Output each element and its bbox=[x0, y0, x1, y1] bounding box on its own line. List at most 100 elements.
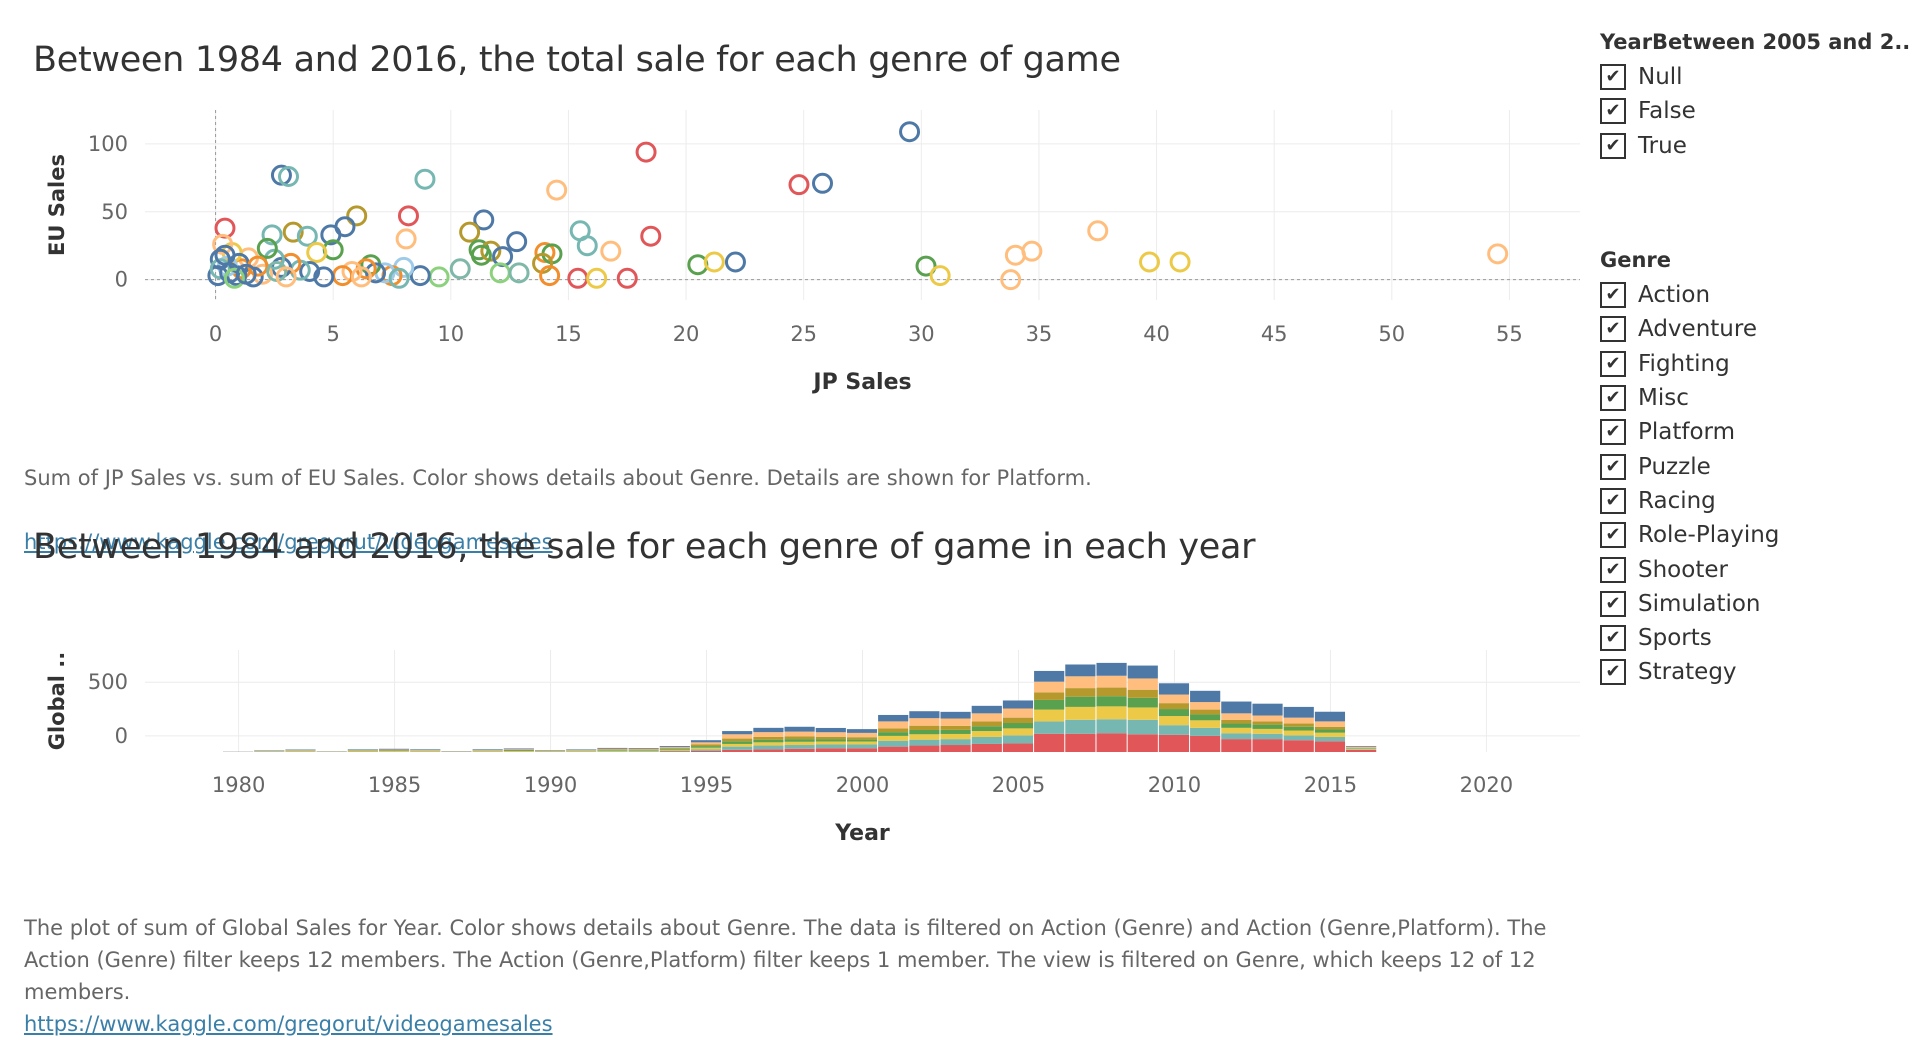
bar-segment bbox=[940, 739, 970, 745]
bar-segment bbox=[1221, 713, 1251, 719]
bar-segment bbox=[1315, 727, 1345, 730]
bar-segment bbox=[1096, 676, 1126, 688]
bar-segment bbox=[1065, 734, 1095, 752]
genre-filter-item[interactable]: ✔Fighting bbox=[1600, 347, 1779, 381]
checkbox-checked-icon[interactable]: ✔ bbox=[1600, 488, 1626, 514]
bar-segment bbox=[504, 750, 534, 751]
checkbox-checked-icon[interactable]: ✔ bbox=[1600, 659, 1626, 685]
bar-segment bbox=[785, 739, 815, 742]
bar-segment bbox=[1159, 716, 1189, 725]
bar-segment bbox=[1159, 683, 1189, 694]
bar-segment bbox=[1346, 749, 1376, 750]
bar-source-link[interactable]: https://www.kaggle.com/gregorut/videogam… bbox=[24, 1012, 553, 1036]
bar-segment bbox=[504, 749, 534, 750]
bar-segment bbox=[972, 744, 1002, 752]
bar-segment bbox=[1065, 707, 1095, 720]
bar-segment bbox=[1315, 737, 1345, 741]
genre-filter-item[interactable]: ✔Strategy bbox=[1600, 655, 1779, 689]
year-filter-title: YearBetween 2005 and 2.. bbox=[1600, 30, 1910, 54]
checkbox-checked-icon[interactable]: ✔ bbox=[1600, 98, 1626, 124]
bar-segment bbox=[847, 737, 877, 739]
bar-segment bbox=[1190, 714, 1220, 720]
genre-filter-item[interactable]: ✔Racing bbox=[1600, 484, 1779, 518]
bar-segment bbox=[1221, 702, 1251, 714]
genre-filter-item[interactable]: ✔ Misc bbox=[1600, 381, 1779, 415]
checkbox-checked-icon[interactable]: ✔ bbox=[1600, 385, 1626, 411]
bar-segment bbox=[1346, 747, 1376, 748]
bar-segment bbox=[753, 740, 783, 743]
bar-x-tick-label: 1990 bbox=[524, 773, 577, 797]
bar-segment bbox=[1159, 735, 1189, 752]
bar-segment bbox=[1190, 720, 1220, 728]
bar-segment bbox=[1221, 724, 1251, 728]
genre-filter-item[interactable]: ✔Simulation bbox=[1600, 587, 1779, 621]
bar-segment bbox=[1315, 721, 1345, 726]
checkbox-checked-icon[interactable]: ✔ bbox=[1600, 316, 1626, 342]
bar-segment bbox=[816, 739, 846, 741]
bar-x-tick-label: 2010 bbox=[1148, 773, 1201, 797]
checkbox-checked-icon[interactable]: ✔ bbox=[1600, 557, 1626, 583]
genre-filter-item[interactable]: ✔ Sports bbox=[1600, 621, 1779, 655]
bar-segment bbox=[785, 727, 815, 732]
bar-segment bbox=[972, 721, 1002, 726]
checkbox-checked-icon[interactable]: ✔ bbox=[1600, 419, 1626, 445]
checkbox-checked-icon[interactable]: ✔ bbox=[1600, 522, 1626, 548]
bar-segment bbox=[722, 734, 752, 738]
bar-segment bbox=[1128, 734, 1158, 752]
genre-filter-item[interactable]: ✔Role-Playing bbox=[1600, 518, 1779, 552]
bar-y-axis-label: Global .. bbox=[45, 652, 69, 751]
genre-filter-label: Misc bbox=[1638, 385, 1689, 411]
checkbox-checked-icon[interactable]: ✔ bbox=[1600, 625, 1626, 651]
bar-segment bbox=[1284, 740, 1314, 752]
bar-segment bbox=[972, 713, 1002, 721]
bar-segment bbox=[753, 746, 783, 750]
genre-filter-label: Action bbox=[1638, 282, 1710, 308]
bar-segment bbox=[1128, 707, 1158, 719]
bar-segment bbox=[566, 749, 596, 750]
bar-x-tick-label: 1995 bbox=[680, 773, 733, 797]
genre-filter-label: Platform bbox=[1638, 419, 1735, 445]
bar-x-tick-label: 2015 bbox=[1304, 773, 1357, 797]
bar-segment bbox=[1315, 733, 1345, 737]
genre-filter-label: Sports bbox=[1638, 625, 1712, 651]
bar-segment bbox=[816, 737, 846, 739]
checkbox-checked-icon[interactable]: ✔ bbox=[1600, 64, 1626, 90]
bar-segment bbox=[1221, 728, 1251, 733]
genre-filter-item[interactable]: ✔Puzzle bbox=[1600, 449, 1779, 483]
bar-segment bbox=[1190, 736, 1220, 752]
bar-x-tick-label: 2000 bbox=[836, 773, 889, 797]
bar-x-axis-label: Year bbox=[834, 821, 890, 846]
bar-segment bbox=[1096, 663, 1126, 676]
bar-segment bbox=[816, 748, 846, 752]
year-filter-item[interactable]: ✔False bbox=[1600, 94, 1910, 128]
bar-segment bbox=[972, 731, 1002, 737]
genre-filter-item[interactable]: ✔Shooter bbox=[1600, 552, 1779, 586]
checkbox-checked-icon[interactable]: ✔ bbox=[1600, 454, 1626, 480]
bar-segment bbox=[1159, 703, 1189, 709]
bar-segment bbox=[909, 718, 939, 726]
bar-segment bbox=[1346, 746, 1376, 747]
bar-segment bbox=[1034, 682, 1064, 693]
checkbox-checked-icon[interactable]: ✔ bbox=[1600, 133, 1626, 159]
genre-filter-item[interactable]: ✔ Platform bbox=[1600, 415, 1779, 449]
bar-segment bbox=[1034, 721, 1064, 733]
bar-segment bbox=[1252, 721, 1282, 724]
bar-segment bbox=[878, 747, 908, 752]
bar-segment bbox=[847, 748, 877, 752]
year-filter-item[interactable]: ✔True bbox=[1600, 129, 1910, 163]
checkbox-checked-icon[interactable]: ✔ bbox=[1600, 591, 1626, 617]
bar-segment bbox=[691, 740, 721, 742]
bar-segment bbox=[629, 748, 659, 749]
bar-segment bbox=[909, 734, 939, 739]
bar-segment bbox=[878, 728, 908, 732]
bar-segment bbox=[1034, 710, 1064, 722]
year-filter-item[interactable]: ✔Null bbox=[1600, 60, 1910, 94]
bar-segment bbox=[379, 751, 409, 752]
checkbox-checked-icon[interactable]: ✔ bbox=[1600, 351, 1626, 377]
checkbox-checked-icon[interactable]: ✔ bbox=[1600, 282, 1626, 308]
genre-filter-item[interactable]: ✔ Action bbox=[1600, 278, 1779, 312]
bar-segment bbox=[1065, 664, 1095, 676]
genre-filter-item[interactable]: ✔Adventure bbox=[1600, 312, 1779, 346]
bar-segment bbox=[1221, 720, 1251, 724]
